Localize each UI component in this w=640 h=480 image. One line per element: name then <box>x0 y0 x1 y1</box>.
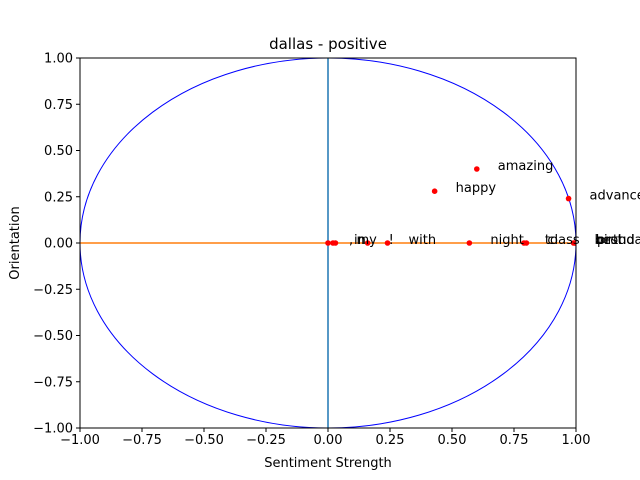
y-tick-label: 0.50 <box>44 144 73 159</box>
data-point <box>573 240 576 246</box>
y-tick-label: −0.50 <box>33 329 73 344</box>
data-point <box>474 166 480 172</box>
data-point <box>431 188 438 194</box>
data-point <box>565 195 572 202</box>
chart-title: dallas - positive <box>269 35 387 53</box>
word-label: in <box>354 233 366 248</box>
x-tick-label: 0.50 <box>438 433 467 448</box>
axes-layer: −1.00 −0.75 −0.50 −0.25 0.00 0.25 0.50 0.75 1.00… <box>33 52 590 449</box>
word-label: night <box>490 233 523 248</box>
word-label: proud <box>597 233 635 248</box>
x-tick-label: −0.25 <box>246 433 286 448</box>
word-label: advanced <box>590 189 640 204</box>
plot-area <box>80 58 576 428</box>
x-tick-label: 0.75 <box>500 433 529 448</box>
word-label: ! <box>389 233 394 248</box>
word-label: , <box>349 233 353 248</box>
data-point <box>466 240 473 246</box>
x-tick-label: 1.00 <box>562 433 591 448</box>
data-point <box>332 240 339 246</box>
data-point <box>523 240 530 246</box>
word-label: with <box>409 233 437 248</box>
word-label: happy <box>456 181 497 196</box>
y-tick-label: 0.25 <box>44 190 73 205</box>
y-tick-label: 0.75 <box>44 98 73 113</box>
y-tick-label: −0.75 <box>33 375 73 390</box>
word-label: best <box>595 233 623 248</box>
x-axis-label: Sentiment Strength <box>264 456 392 471</box>
word-label: class <box>547 233 579 248</box>
x-tick-label: −1.00 <box>60 433 100 448</box>
word-label: birthday <box>596 233 640 248</box>
word-label: to <box>545 233 558 248</box>
word-label: amazing <box>498 159 554 174</box>
x-tick-label: 0.00 <box>314 433 343 448</box>
x-tick-label: −0.50 <box>184 433 224 448</box>
x-tick-label: 0.25 <box>376 433 405 448</box>
data-point <box>364 240 371 246</box>
y-tick-label: 0.00 <box>44 237 73 252</box>
data-point <box>325 240 331 246</box>
y-tick-label: −0.25 <box>33 283 73 298</box>
y-tick-label: 1.00 <box>44 52 73 67</box>
y-axis-label: Orientation <box>8 206 23 279</box>
data-point <box>384 240 391 246</box>
y-tick-label: −1.00 <box>33 422 73 437</box>
x-tick-label: −0.75 <box>122 433 162 448</box>
word-label: my <box>356 233 377 248</box>
